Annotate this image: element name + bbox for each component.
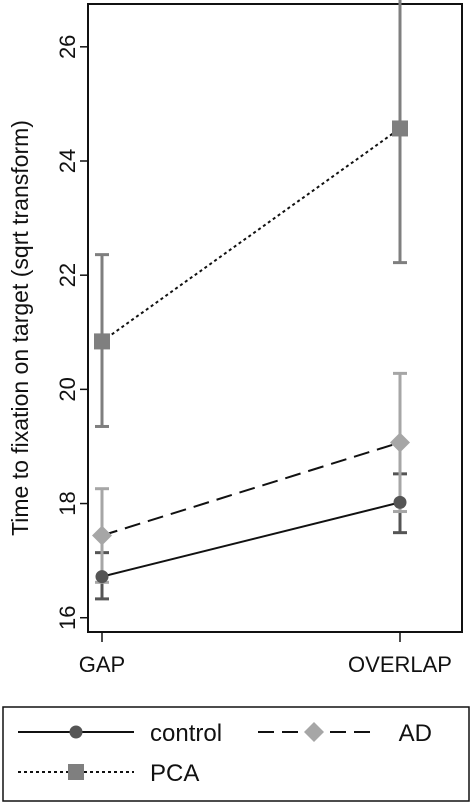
data-point-control bbox=[95, 570, 109, 584]
series-line-PCA bbox=[101, 127, 401, 343]
data-point-AD bbox=[390, 432, 410, 453]
legend-box bbox=[2, 706, 470, 802]
y-tick-label: 24 bbox=[55, 149, 80, 173]
y-tick-label: 26 bbox=[55, 35, 80, 59]
data-point-control bbox=[393, 495, 407, 509]
legend-marker-PCA bbox=[68, 764, 84, 780]
y-tick-label: 22 bbox=[55, 263, 80, 287]
legend: control AD PCA bbox=[2, 706, 470, 802]
y-axis-title: Time to fixation on target (sqrt transfo… bbox=[7, 120, 33, 536]
y-tick-label: 18 bbox=[55, 491, 80, 515]
series-line-control bbox=[101, 501, 401, 578]
x-tick-label: GAP bbox=[79, 652, 125, 677]
x-tick-label: OVERLAP bbox=[348, 652, 452, 677]
legend-label-PCA: PCA bbox=[150, 760, 199, 787]
legend-label-control: control bbox=[150, 720, 222, 747]
legend-marker-AD bbox=[304, 722, 324, 742]
plot-frame bbox=[87, 3, 463, 633]
plot-area: 16 18 20 22 24 26 GAP OVERLAP bbox=[55, 0, 463, 677]
data-point-AD bbox=[92, 525, 112, 546]
legend-marker-control bbox=[69, 725, 83, 739]
data-point-PCA bbox=[94, 333, 110, 350]
series-line-AD bbox=[101, 441, 401, 537]
legend-label-AD: AD bbox=[399, 720, 432, 747]
data-point-PCA bbox=[392, 120, 408, 137]
y-tick-label: 16 bbox=[55, 605, 80, 629]
y-tick-label: 20 bbox=[55, 377, 80, 401]
